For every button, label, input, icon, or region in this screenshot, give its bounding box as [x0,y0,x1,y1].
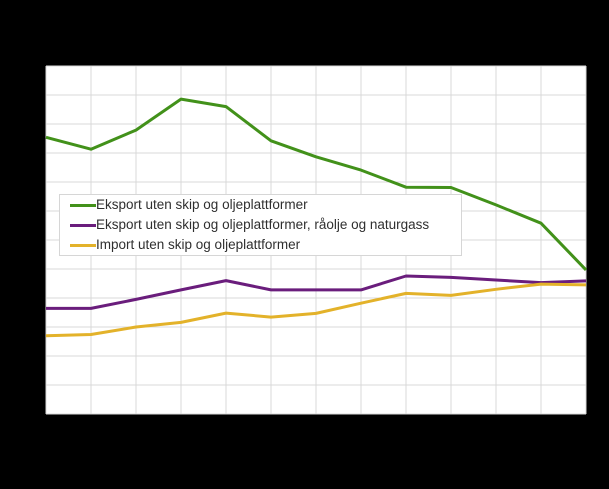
legend-item-label: Eksport uten skip og oljeplattformer, rå… [96,217,430,232]
legend-item-eksport: Eksport uten skip og oljeplattformer [70,195,461,215]
legend-line-swatch-green [70,203,96,207]
legend-item-import: Import uten skip og oljeplattformer [70,235,461,255]
series-line-2 [45,282,587,338]
legend-item-label: Import uten skip og oljeplattformer [96,237,301,252]
legend-line-swatch-purple [70,223,96,227]
legend-item-eksport-raolje-naturgass: Eksport uten skip og oljeplattformer, rå… [70,215,461,235]
series-line-1 [46,274,587,310]
legend-line-swatch-gold [70,243,96,247]
series-line-0 [45,97,588,271]
legend-item-label: Eksport uten skip og oljeplattformer [96,197,308,212]
legend: Eksport uten skip og oljeplattformer Eks… [59,194,462,256]
